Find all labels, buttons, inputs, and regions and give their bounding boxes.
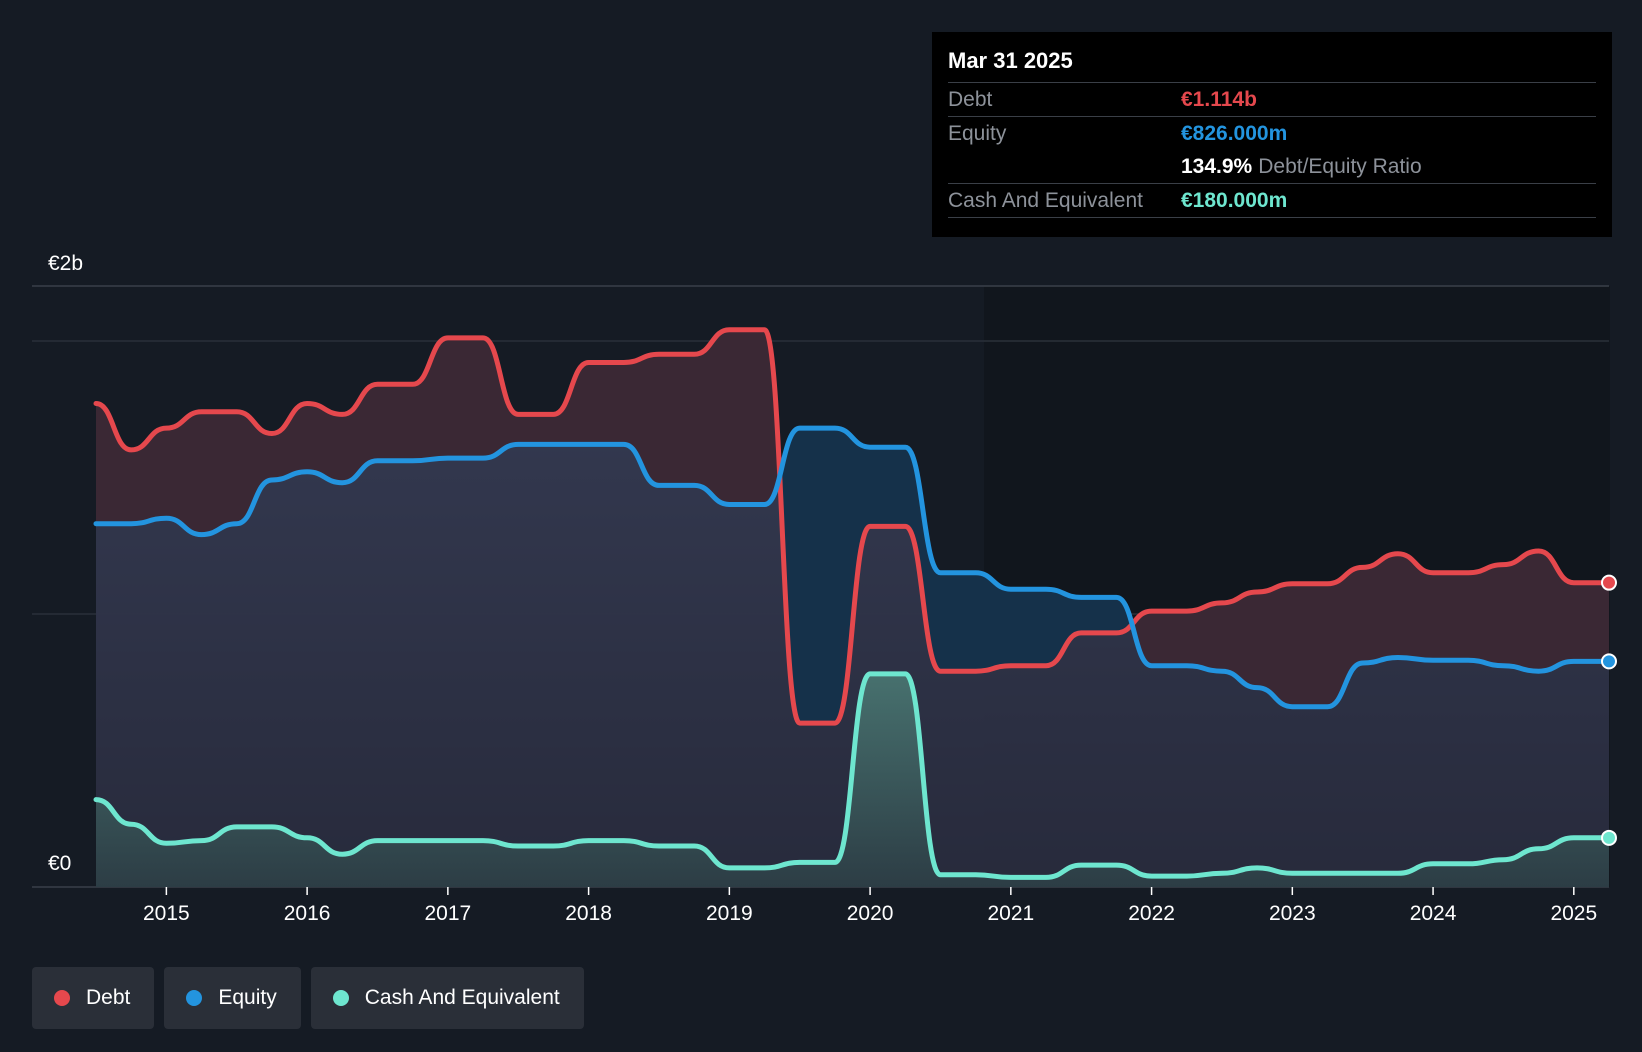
equity-endpoint-marker[interactable] <box>1601 653 1617 670</box>
y-tick-label-top: €2b <box>48 252 83 275</box>
x-tick-label: 2023 <box>1269 902 1316 925</box>
x-tick-label: 2015 <box>143 902 190 925</box>
tooltip-debt-row: Debt €1.114b <box>948 83 1596 117</box>
tooltip-equity-label: Equity <box>948 122 1007 145</box>
tooltip-ratio-value: 134.9% <box>1181 155 1253 178</box>
tooltip-equity-value: €826.000m <box>1181 122 1288 145</box>
legend-label-cash: Cash And Equivalent <box>364 986 560 1009</box>
tooltip-ratio-label: Debt/Equity Ratio <box>1258 155 1422 178</box>
debt-area <box>96 329 1609 887</box>
debt-line <box>93 327 1612 726</box>
x-tick-label: 2024 <box>1410 902 1457 925</box>
tooltip-debt-label: Debt <box>948 88 993 111</box>
tooltip-equity-row: Equity €826.000m <box>948 117 1596 150</box>
x-tick-label: 2018 <box>565 902 612 925</box>
legend-item-equity[interactable]: Equity <box>164 967 301 1029</box>
x-tick-label: 2017 <box>425 902 472 925</box>
y-tick-label-zero: €0 <box>48 852 71 875</box>
legend-label-equity: Equity <box>218 986 277 1009</box>
x-tick-label: 2025 <box>1550 902 1597 925</box>
debt-endpoint-marker[interactable] <box>1601 574 1617 591</box>
x-axis: 2015 2016 2017 2018 2019 2020 2021 2022 2023 2024… <box>143 887 1597 925</box>
equity-dot-icon <box>186 990 203 1006</box>
x-tick-label: 2021 <box>987 902 1034 925</box>
x-tick-label: 2020 <box>847 902 894 925</box>
y-axis: €2b €0 <box>48 252 83 875</box>
x-tick-label: 2016 <box>284 902 331 925</box>
tooltip-cash-label: Cash And Equivalent <box>948 189 1143 212</box>
tooltip-cash-row: Cash And Equivalent €180.000m <box>948 184 1596 218</box>
cash-dot-icon <box>332 990 349 1006</box>
legend: Debt Equity Cash And Equivalent <box>32 967 584 1029</box>
tooltip-date: Mar 31 2025 <box>948 46 1596 83</box>
tooltip-debt-value: €1.114b <box>1181 88 1257 111</box>
legend-item-cash[interactable]: Cash And Equivalent <box>310 967 584 1029</box>
tooltip-panel: Mar 31 2025 Debt €1.114b Equity €826.000… <box>932 32 1612 237</box>
equity-line <box>93 425 1612 710</box>
tooltip-cash-value: €180.000m <box>1181 189 1288 212</box>
tooltip-ratio-row: 134.9% Debt/Equity Ratio <box>948 150 1596 184</box>
legend-item-debt[interactable]: Debt <box>32 967 155 1029</box>
x-tick-label: 2022 <box>1128 902 1175 925</box>
cash-endpoint-marker[interactable] <box>1601 829 1617 846</box>
cash-line <box>93 671 1612 880</box>
legend-label-debt: Debt <box>86 986 131 1009</box>
x-tick-label: 2019 <box>706 902 753 925</box>
debt-dot-icon <box>54 990 70 1006</box>
